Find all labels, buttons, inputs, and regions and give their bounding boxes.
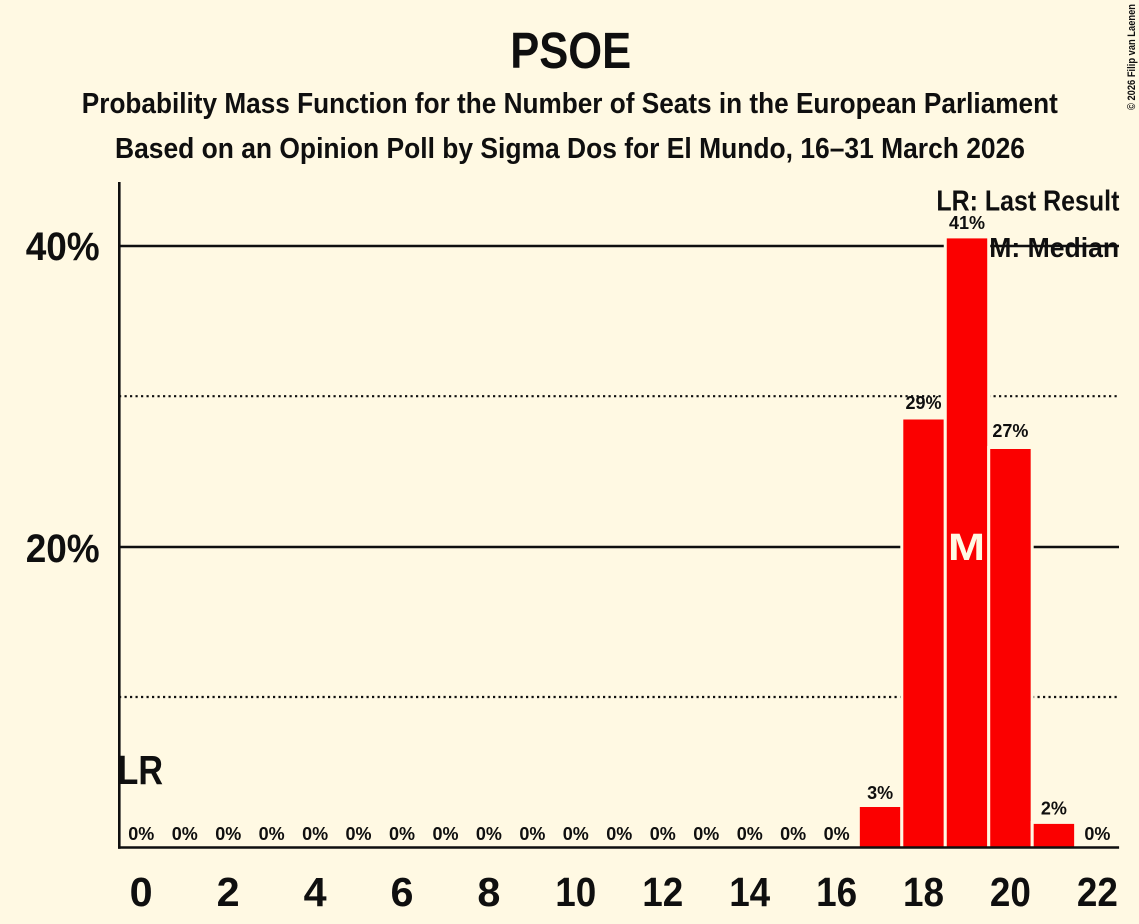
svg-text:0%: 0% [737, 824, 763, 844]
svg-text:0%: 0% [476, 824, 502, 844]
svg-text:27%: 27% [992, 421, 1028, 441]
svg-text:0%: 0% [606, 824, 632, 844]
svg-text:LR: Last Result: LR: Last Result [936, 186, 1119, 218]
svg-text:PSOE: PSOE [510, 22, 631, 79]
svg-text:41%: 41% [949, 213, 985, 233]
svg-text:0%: 0% [824, 824, 850, 844]
svg-text:0%: 0% [563, 824, 589, 844]
svg-text:LR: LR [118, 747, 164, 793]
svg-text:20%: 20% [26, 527, 100, 571]
svg-text:0%: 0% [128, 824, 154, 844]
svg-text:0%: 0% [693, 824, 719, 844]
svg-text:8: 8 [477, 869, 500, 915]
svg-text:© 2026 Filip van Laenen: © 2026 Filip van Laenen [1126, 4, 1138, 110]
svg-text:6: 6 [391, 869, 414, 915]
svg-text:14: 14 [729, 869, 770, 915]
svg-text:M: M [948, 527, 985, 569]
svg-text:0%: 0% [519, 824, 545, 844]
svg-text:0%: 0% [1084, 824, 1110, 844]
svg-text:4: 4 [304, 869, 327, 915]
svg-text:M: Median: M: Median [989, 232, 1119, 263]
svg-text:Probability Mass Function for: Probability Mass Function for the Number… [82, 88, 1058, 120]
svg-text:0%: 0% [650, 824, 676, 844]
svg-text:2%: 2% [1041, 799, 1067, 819]
svg-text:18: 18 [903, 869, 944, 915]
svg-text:20: 20 [990, 869, 1031, 915]
svg-text:0%: 0% [780, 824, 806, 844]
svg-text:12: 12 [642, 869, 683, 915]
svg-text:0%: 0% [172, 824, 198, 844]
svg-text:0%: 0% [345, 824, 371, 844]
svg-text:29%: 29% [905, 393, 941, 413]
svg-text:10: 10 [555, 869, 596, 915]
svg-text:0%: 0% [432, 824, 458, 844]
svg-text:22: 22 [1077, 869, 1118, 915]
svg-text:0%: 0% [215, 824, 241, 844]
svg-text:Based on an Opinion Poll by Si: Based on an Opinion Poll by Sigma Dos fo… [115, 133, 1025, 165]
svg-text:2: 2 [217, 869, 240, 915]
svg-text:40%: 40% [26, 225, 100, 269]
svg-text:0%: 0% [389, 824, 415, 844]
svg-text:0: 0 [130, 869, 153, 915]
svg-text:0%: 0% [302, 824, 328, 844]
svg-text:0%: 0% [259, 824, 285, 844]
svg-text:16: 16 [816, 869, 857, 915]
svg-text:3%: 3% [867, 783, 893, 803]
